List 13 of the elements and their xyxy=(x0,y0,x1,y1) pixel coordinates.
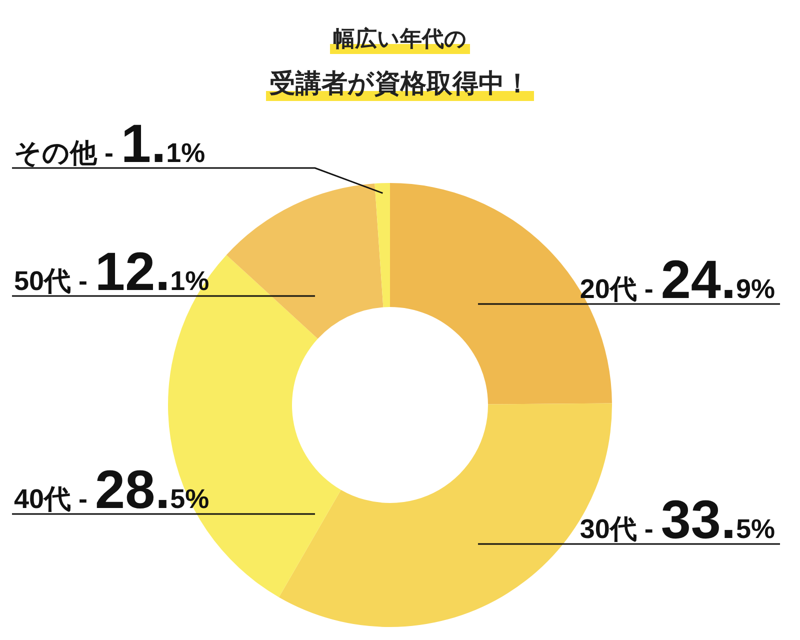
data-label: 12.1% xyxy=(95,242,210,302)
slice-label: 40代 - xyxy=(14,484,96,514)
slice-label: 20代 - xyxy=(580,274,661,304)
donut-slice xyxy=(374,183,390,308)
chart-subtitle: 受講者が資格取得中！ xyxy=(270,68,530,98)
slice-label: 50代 - xyxy=(14,266,96,296)
data-label: 1.1% xyxy=(121,114,206,174)
data-label: 33.5% xyxy=(660,490,775,550)
data-label: 24.9% xyxy=(660,250,775,310)
slice-label: その他 - xyxy=(14,138,122,168)
donut-slice xyxy=(168,254,341,598)
donut-slice xyxy=(226,184,384,339)
slice-label: 30代 - xyxy=(580,514,661,544)
